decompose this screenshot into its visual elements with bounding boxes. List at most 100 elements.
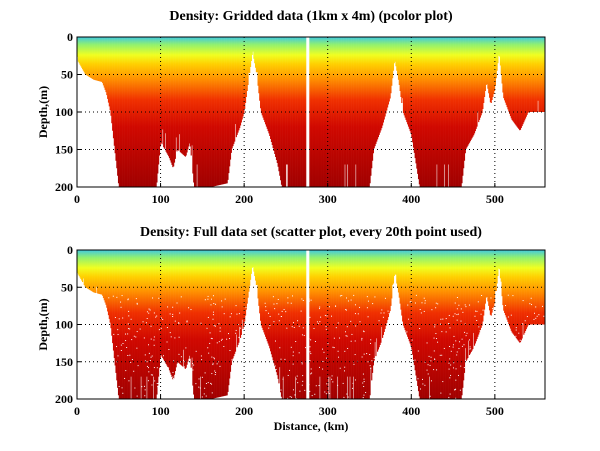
scatter-gap-point (195, 350, 197, 352)
data-column (468, 250, 471, 356)
data-column (299, 250, 301, 399)
scatter-gap-point (231, 359, 233, 361)
data-column (483, 250, 485, 316)
data-column (249, 250, 252, 280)
scatter-gap-point (440, 392, 442, 394)
scatter-gap-point (430, 356, 432, 358)
scatter-gap-point (331, 378, 333, 380)
scatter-gap-point (154, 380, 156, 382)
scatter-gap-point (229, 350, 231, 352)
data-column (467, 250, 469, 359)
data-column (531, 37, 533, 112)
data-column (418, 37, 420, 185)
data-column (112, 250, 114, 344)
data-column (511, 250, 513, 333)
scatter-gap-point (235, 329, 237, 331)
data-column (278, 37, 280, 172)
data-column (199, 37, 201, 187)
data-column (247, 250, 249, 298)
scatter-gap-point (145, 322, 147, 324)
data-column (87, 250, 89, 290)
data-column (356, 250, 358, 399)
data-column (417, 37, 419, 174)
data-column (316, 37, 318, 187)
data-column (516, 37, 518, 127)
data-column (233, 250, 235, 357)
data-column (362, 37, 364, 187)
data-column (142, 250, 144, 399)
data-column (211, 37, 213, 187)
scatter-gap-point (265, 306, 267, 308)
data-column (403, 37, 405, 116)
scatter-gap-point (538, 314, 540, 316)
data-column (105, 37, 107, 93)
data-column (252, 250, 254, 268)
scatter-gap-point (352, 382, 354, 384)
data-column (138, 37, 140, 187)
data-column (386, 250, 388, 324)
data-column (206, 250, 208, 399)
data-column (102, 37, 105, 86)
scatter-gap-point (433, 369, 435, 371)
scatter-gap-point (208, 352, 210, 354)
data-column (220, 250, 222, 397)
data-column (509, 250, 512, 329)
data-column (350, 37, 352, 187)
scatter-gap-point (415, 294, 417, 296)
scatter-gap-point (424, 302, 426, 304)
data-column (386, 37, 388, 111)
scatter-gap-point (460, 308, 462, 310)
scatter-gap-point (308, 338, 310, 340)
data-column (179, 37, 181, 153)
data-column (405, 250, 407, 333)
scatter-gap-point (515, 335, 517, 337)
data-column (318, 250, 320, 399)
scatter-gap-point (292, 363, 294, 365)
data-column (471, 250, 473, 351)
scatter-gap-point (210, 382, 212, 384)
data-column (334, 37, 336, 187)
scatter-gap-point (174, 337, 176, 339)
data-column (311, 250, 313, 399)
data-column (381, 250, 383, 327)
data-column (177, 37, 179, 150)
data-column (117, 37, 119, 176)
data-column (377, 250, 379, 352)
data-column (80, 37, 82, 67)
data-column (412, 250, 415, 360)
data-column (311, 37, 313, 187)
data-column (438, 37, 440, 187)
scatter-gap-point (335, 305, 337, 307)
data-column (428, 250, 430, 377)
data-column (445, 250, 447, 399)
scatter-gap-point (344, 350, 346, 352)
scatter-gap-point (345, 309, 347, 311)
scatter-gap-point (172, 371, 174, 373)
data-column (176, 250, 178, 364)
scatter-gap-point (342, 382, 344, 384)
scatter-gap-point (136, 331, 138, 333)
scatter-gap-point (367, 300, 369, 302)
scatter-gap-point (422, 383, 424, 385)
data-column (80, 250, 82, 280)
scatter-gap-point (458, 304, 460, 306)
data-column (497, 37, 499, 64)
scatter-gap-point (353, 363, 355, 365)
scatter-gap-point (353, 294, 355, 296)
data-column (224, 37, 226, 184)
data-column (535, 37, 537, 112)
data-column (397, 37, 399, 76)
scatter-gap-point (419, 327, 421, 329)
data-column (499, 250, 502, 279)
scatter-gap-point (136, 302, 138, 304)
data-column (244, 37, 247, 103)
data-column (116, 250, 118, 381)
scatter-gap-point (282, 378, 284, 380)
scatter-gap-point (530, 297, 532, 299)
data-column (403, 250, 405, 328)
scatter-gap-point (316, 321, 318, 323)
data-column (539, 250, 541, 325)
scatter-gap-point (235, 305, 237, 307)
scatter-gap-point (344, 370, 346, 372)
